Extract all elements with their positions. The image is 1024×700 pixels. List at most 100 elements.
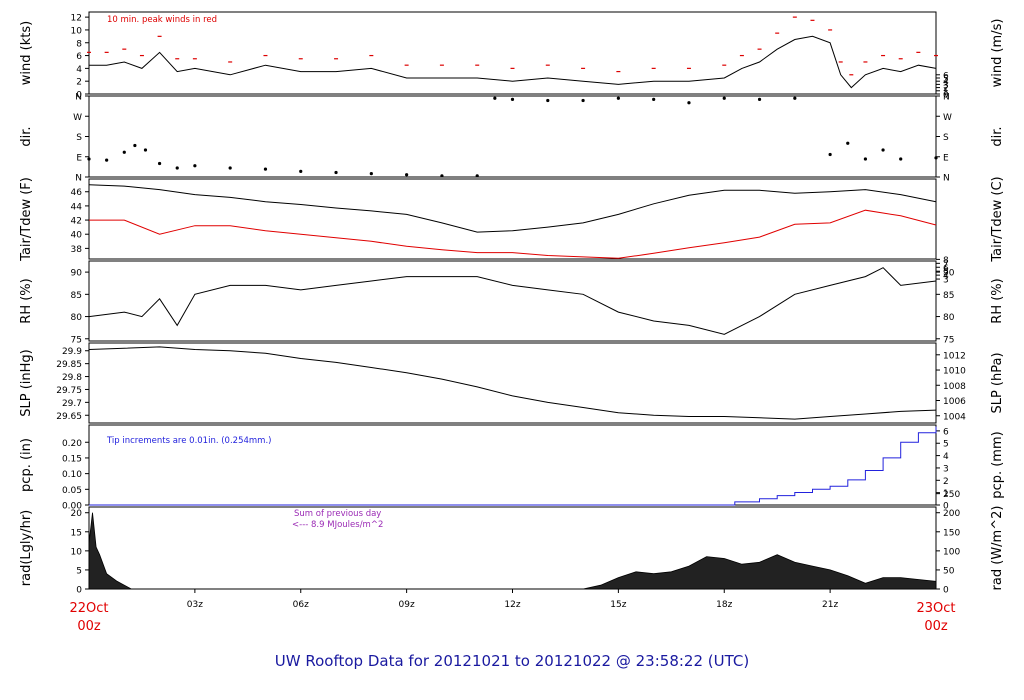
- direction-point: [546, 98, 550, 103]
- direction-point: [581, 98, 585, 103]
- start-date-label: 22Oct: [69, 601, 108, 616]
- direction-point: [228, 166, 232, 170]
- direction-point: [87, 157, 91, 161]
- y-tick-label-right: 1010: [943, 367, 966, 377]
- y-tick-label-right: 3: [943, 81, 949, 91]
- direction-point: [793, 96, 797, 100]
- y-tick-label-right: 0: [943, 91, 949, 101]
- y-tick-label-right: 3: [943, 464, 949, 474]
- direction-point: [475, 174, 479, 178]
- peak-wind-note: 10 min. peak winds in red: [107, 15, 217, 25]
- y-tick-label: 29.65: [56, 412, 82, 422]
- y-tick-label: 12: [71, 14, 82, 24]
- y-tick-label: 0.05: [62, 486, 82, 496]
- x-tick-label: 12z: [504, 600, 520, 610]
- y-tick-label-right: N: [943, 174, 950, 184]
- y-tick-label-right: 6: [943, 264, 949, 274]
- y-tick-label-right: 100: [943, 547, 960, 557]
- panel-frame: [88, 342, 937, 424]
- y-tick-label-right: 50: [943, 566, 955, 576]
- y-axis-label: wind (kts): [19, 21, 34, 85]
- y-axis-label-right: RH (%): [990, 278, 1005, 323]
- y-tick-label-right: 7: [943, 260, 949, 270]
- y-tick-label-right: N: [943, 93, 950, 103]
- y-tick-label: 0: [76, 91, 82, 101]
- y-tick-label-right: 3: [943, 276, 949, 286]
- y-tick-label-right: 0: [943, 502, 949, 512]
- direction-point: [899, 157, 903, 161]
- y-tick-label-right: 1: [943, 489, 949, 499]
- tip-increment-note: Tip increments are 0.01in. (0.254mm.): [106, 436, 271, 446]
- direction-point: [405, 173, 409, 177]
- direction-point: [133, 143, 137, 148]
- y-tick-label-right: 5: [943, 74, 949, 84]
- direction-point: [757, 97, 762, 101]
- x-tick-label: 21z: [822, 600, 838, 610]
- y-tick-label: S: [76, 133, 82, 143]
- radiation-area: [88, 512, 937, 590]
- panel-frame: [88, 95, 937, 178]
- direction-point: [493, 96, 497, 100]
- y-tick-label-right: E: [943, 153, 949, 163]
- series-line-1: [89, 209, 937, 259]
- panel-frame: [88, 178, 937, 260]
- y-tick-label: 44: [71, 202, 83, 212]
- end-time-label: 00z: [924, 619, 948, 634]
- panel-4: 29.65 29.7 29.75 29.8 29.85 29.9 1004 1006 1008 1…: [19, 342, 1005, 424]
- y-axis-label: RH (%): [19, 278, 34, 323]
- series-line-0: [89, 35, 937, 89]
- x-tick-label: 09z: [399, 600, 415, 610]
- y-tick-label: 8: [76, 39, 82, 49]
- solar-sum-note: Sum of previous day: [294, 509, 381, 519]
- y-tick-label: W: [73, 113, 82, 123]
- y-tick-label-right: 1012: [943, 351, 966, 361]
- y-tick-label: 85: [71, 291, 82, 301]
- start-time-label: 00z: [77, 619, 101, 634]
- y-tick-label: 42: [71, 217, 82, 227]
- y-tick-label: 29.8: [62, 373, 82, 383]
- direction-point: [263, 167, 268, 171]
- y-tick-label-right: 4: [943, 272, 949, 282]
- y-tick-label-right: 4: [943, 78, 949, 88]
- direction-point: [510, 97, 515, 101]
- precip-line: [89, 426, 937, 506]
- direction-point: [157, 161, 162, 166]
- y-tick-label-right: 4: [943, 452, 949, 462]
- direction-point: [193, 164, 197, 168]
- series-line-0: [88, 184, 937, 233]
- y-tick-label-right: 5: [943, 440, 949, 450]
- solar-sum-value: <--- 8.9 MJoules/m^2: [292, 520, 383, 530]
- y-tick-label-right: 80: [943, 313, 955, 323]
- y-tick-label: N: [75, 174, 82, 184]
- direction-point: [143, 148, 148, 152]
- y-tick-label: 5: [76, 566, 82, 576]
- y-tick-label: 38: [71, 245, 83, 255]
- y-tick-label-right: 2: [943, 477, 949, 487]
- y-tick-label: 0: [76, 586, 82, 596]
- y-axis-label: SLP (inHg): [19, 349, 34, 417]
- direction-point: [934, 156, 938, 160]
- direction-point: [881, 148, 885, 152]
- y-axis-label-right: SLP (hPa): [990, 352, 1005, 413]
- y-axis-label-right: pcp. (mm): [990, 431, 1005, 498]
- y-tick-label-right: 1008: [943, 382, 966, 392]
- y-tick-label: 15: [71, 528, 82, 538]
- panel-5: 0.00 0.05 0.10 0.15 0.20 0 1 2 3 4 5 6 pcp. (in) pcp.…: [19, 424, 1005, 512]
- x-tick-label: 03z: [187, 600, 203, 610]
- y-tick-label-right: W: [943, 113, 952, 123]
- series-line-0: [88, 346, 937, 420]
- direction-point: [440, 174, 444, 178]
- x-axis: 03z 06z 09z 12z 15z 18z 21z: [187, 589, 838, 610]
- series-line-0: [88, 267, 937, 335]
- y-tick-label: N: [75, 93, 82, 103]
- y-tick-label: 29.7: [62, 399, 82, 409]
- y-tick-label: 46: [71, 188, 83, 198]
- y-tick-label: 4: [76, 65, 82, 75]
- y-tick-label: 6: [76, 52, 82, 62]
